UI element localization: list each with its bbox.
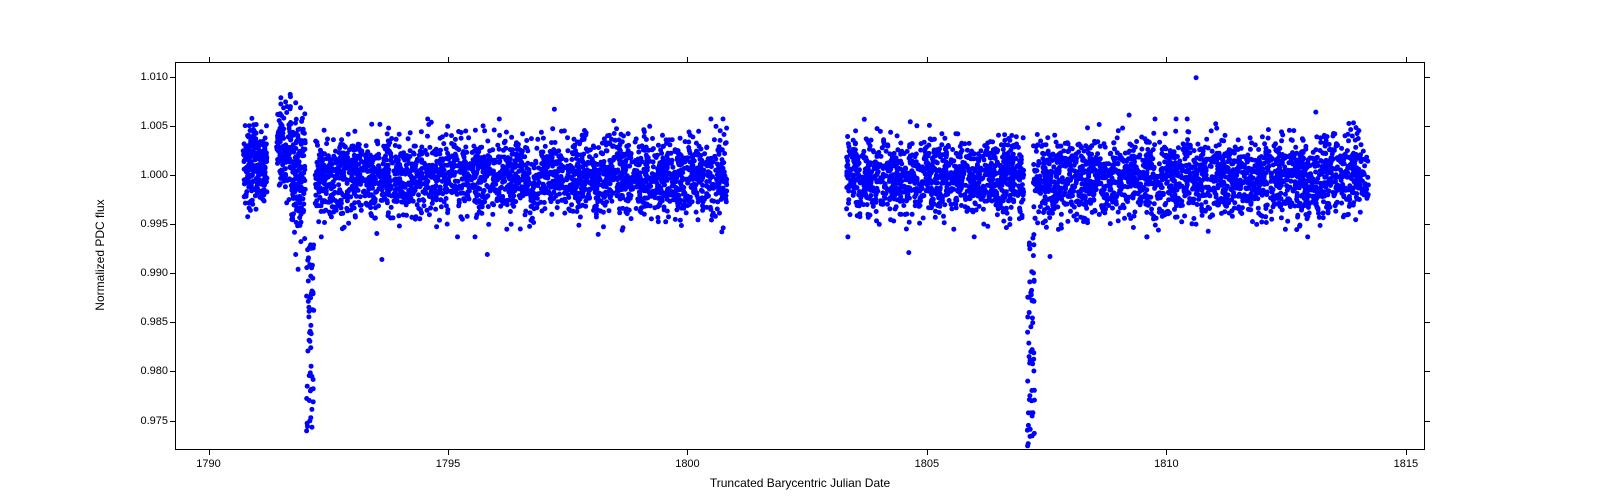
ytick-label: 0.995	[130, 218, 168, 230]
xtick-mark	[448, 450, 449, 455]
xtick-mark	[448, 57, 449, 62]
ytick-mark	[1425, 273, 1430, 274]
xtick-label: 1815	[1394, 458, 1418, 470]
ytick-mark	[170, 421, 175, 422]
ytick-label: 0.990	[130, 267, 168, 279]
xtick-label: 1790	[196, 458, 220, 470]
ytick-mark	[1425, 322, 1430, 323]
y-axis-label: Normalized PDC flux	[93, 155, 107, 355]
plot-area	[175, 62, 1425, 450]
ytick-mark	[1425, 77, 1430, 78]
lightcurve-chart: 1790 1795 1800 1805 1810 1815 0.975 0.980 0.985…	[0, 0, 1600, 500]
ytick-mark	[170, 126, 175, 127]
ytick-label: 0.985	[130, 316, 168, 328]
ytick-mark	[170, 77, 175, 78]
ytick-mark	[170, 224, 175, 225]
xtick-label: 1810	[1154, 458, 1178, 470]
xtick-mark	[209, 450, 210, 455]
ytick-label: 1.005	[130, 120, 168, 132]
ytick-label: 1.000	[130, 169, 168, 181]
xtick-mark	[687, 450, 688, 455]
xtick-mark	[1406, 57, 1407, 62]
ytick-mark	[1425, 421, 1430, 422]
xtick-label: 1805	[915, 458, 939, 470]
scatter-points	[176, 63, 1426, 451]
ytick-label: 0.980	[130, 365, 168, 377]
xtick-mark	[927, 57, 928, 62]
xtick-mark	[687, 57, 688, 62]
ytick-label: 0.975	[130, 415, 168, 427]
xtick-mark	[1166, 57, 1167, 62]
ytick-mark	[1425, 371, 1430, 372]
ytick-mark	[170, 322, 175, 323]
xtick-mark	[209, 57, 210, 62]
ytick-mark	[1425, 175, 1430, 176]
xtick-mark	[1166, 450, 1167, 455]
xtick-mark	[1406, 450, 1407, 455]
ytick-mark	[1425, 126, 1430, 127]
ytick-mark	[170, 175, 175, 176]
xtick-label: 1795	[436, 458, 460, 470]
ytick-mark	[170, 273, 175, 274]
x-axis-label: Truncated Barycentric Julian Date	[175, 476, 1425, 490]
xtick-mark	[927, 450, 928, 455]
xtick-label: 1800	[675, 458, 699, 470]
ytick-mark	[1425, 224, 1430, 225]
ytick-mark	[170, 371, 175, 372]
ytick-label: 1.010	[130, 71, 168, 83]
